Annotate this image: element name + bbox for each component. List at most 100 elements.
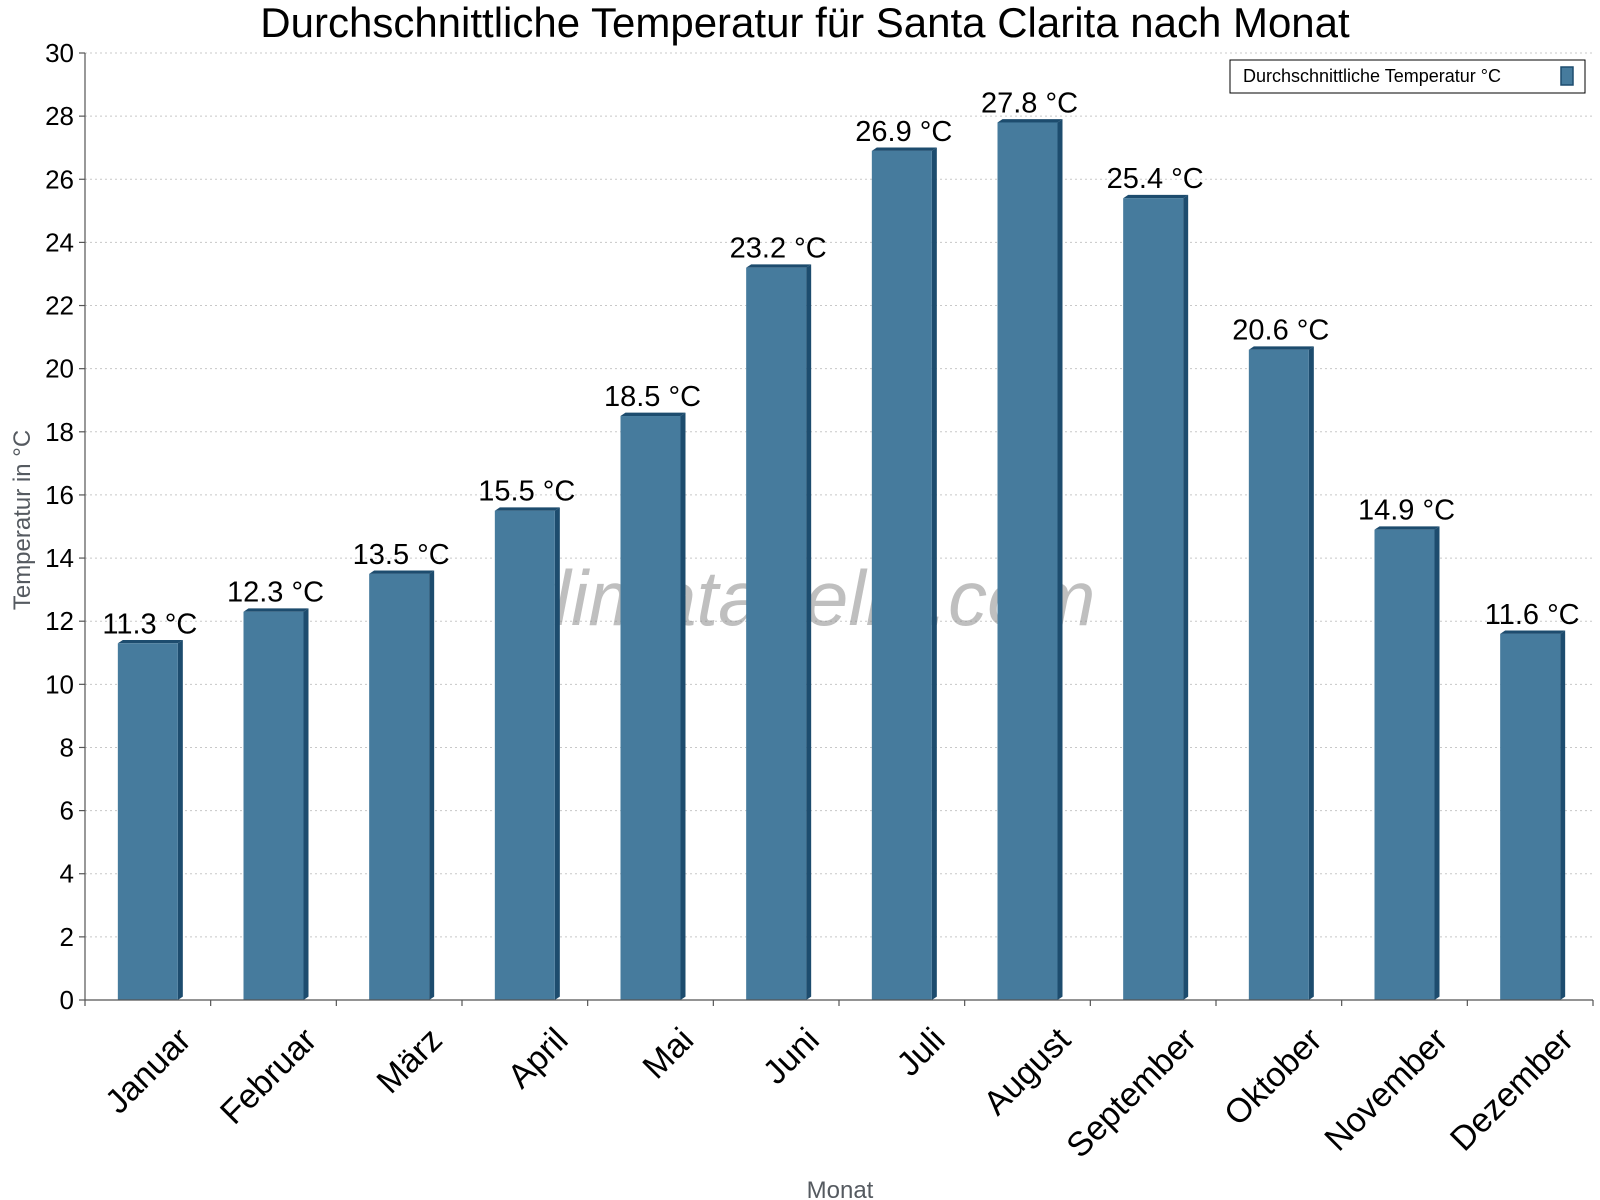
bar-top	[117, 639, 183, 644]
y-tick-label: 10	[45, 669, 74, 699]
y-tick-label: 0	[60, 985, 74, 1015]
y-tick-label: 20	[45, 354, 74, 384]
data-label: 13.5 °C	[353, 539, 450, 571]
x-tick-label: September	[1059, 1021, 1203, 1165]
bar-mrz	[369, 570, 435, 1000]
y-tick-label: 26	[45, 164, 74, 194]
axes	[79, 52, 1594, 1006]
bar-top	[1374, 526, 1440, 530]
bar-mai	[620, 412, 686, 1000]
data-label: 14.9 °C	[1358, 495, 1455, 527]
data-label: 23.2 °C	[730, 233, 827, 265]
bar-side	[1183, 194, 1189, 1000]
bar-face	[369, 573, 430, 1000]
bar-dezember	[1500, 630, 1566, 1000]
bar-top	[243, 608, 309, 612]
bar-top	[997, 119, 1063, 123]
x-tick-label: November	[1317, 1021, 1455, 1159]
bar-side	[806, 264, 812, 1000]
x-tick-label: März	[369, 1021, 449, 1101]
y-tick-label: 16	[45, 480, 74, 510]
bar-august	[997, 119, 1063, 1001]
x-tick-label: Juli	[890, 1021, 953, 1084]
x-tick-label: Januar	[98, 1021, 198, 1121]
x-tick-label: August	[976, 1020, 1078, 1122]
bar-top	[1123, 194, 1189, 199]
y-axis-label: Temperatur in °C	[9, 430, 36, 610]
y-tick-label: 2	[60, 922, 74, 952]
bar-april	[494, 507, 560, 1000]
bars	[117, 119, 1566, 1001]
legend-swatch	[1560, 66, 1574, 86]
x-tick-label: Juni	[756, 1021, 827, 1092]
data-label: 26.9 °C	[855, 116, 952, 148]
bar-side	[554, 507, 560, 1000]
bar-side	[680, 412, 686, 1000]
bar-face	[1123, 198, 1184, 1000]
data-label: 11.3 °C	[102, 608, 197, 640]
chart-title: Durchschnittliche Temperatur für Santa C…	[260, 0, 1350, 46]
bar-face	[746, 267, 807, 1000]
bar-oktober	[1248, 346, 1314, 1001]
bar-februar	[243, 608, 309, 1000]
data-labels: 11.3 °C 12.3 °C 13.5 °C 15.5 °C 18.5 °C 23.2 …	[102, 87, 1579, 640]
data-label: 18.5 °C	[604, 381, 701, 413]
x-tick-label: April	[500, 1021, 575, 1096]
bar-face	[1374, 529, 1435, 1000]
bar-face	[243, 611, 304, 1000]
bar-september	[1123, 194, 1189, 1000]
bar-side	[1434, 526, 1440, 1000]
bar-face	[1248, 349, 1309, 1000]
bar-side	[1057, 119, 1063, 1000]
bar-face	[997, 122, 1058, 1001]
bar-top	[369, 570, 435, 574]
data-label: 20.6 °C	[1232, 315, 1329, 347]
bar-face	[494, 510, 555, 1000]
bar-juni	[746, 264, 812, 1000]
bar-side	[1560, 630, 1566, 1000]
bar-face	[117, 643, 178, 1000]
bar-top	[1500, 630, 1566, 634]
x-tick-label: Mai	[636, 1021, 702, 1087]
y-tick-label: 4	[60, 859, 74, 889]
x-tick-labels: Januar Februar März April Mai Juni Juli AugustS…	[98, 1020, 1581, 1165]
bar-side	[1308, 346, 1314, 1001]
bar-side	[429, 570, 435, 1000]
data-label: 12.3 °C	[227, 577, 324, 609]
legend-label: Durchschnittliche Temperatur °C	[1243, 66, 1501, 86]
x-tick-label: Oktober	[1217, 1021, 1329, 1133]
bar-juli	[871, 147, 937, 1001]
y-tick-label: 24	[45, 227, 74, 257]
bar-januar	[117, 639, 183, 1000]
legend-box	[1229, 59, 1586, 94]
bar-top	[620, 412, 686, 417]
bar-side	[177, 639, 183, 1000]
y-tick-label: 18	[45, 417, 74, 447]
bar-top	[1248, 346, 1314, 350]
y-tick-label: 14	[45, 543, 74, 573]
bar-top	[494, 507, 560, 511]
y-tick-label: 8	[60, 732, 74, 762]
data-label: 25.4 °C	[1107, 163, 1204, 195]
x-axis-label: Monat	[807, 1177, 874, 1200]
data-label: 15.5 °C	[478, 476, 575, 508]
x-tick-label: Februar	[213, 1021, 324, 1132]
x-tick-label: Dezember	[1443, 1021, 1581, 1159]
bar-top	[871, 147, 937, 151]
bar-top	[746, 264, 812, 268]
bar-face	[1500, 633, 1561, 1000]
bar-side	[303, 608, 309, 1000]
bar-face	[871, 150, 932, 1000]
y-tick-label: 22	[45, 291, 74, 321]
grid-lines	[85, 52, 1593, 938]
bar-november	[1374, 526, 1440, 1000]
data-label: 11.6 °C	[1485, 599, 1580, 631]
y-tick-label: 12	[45, 606, 74, 636]
bar-side	[931, 147, 937, 1001]
y-tick-label: 6	[60, 796, 74, 826]
legend: Durchschnittliche Temperatur °C	[1229, 59, 1586, 94]
y-tick-label: 28	[45, 101, 74, 131]
y-tick-label: 30	[45, 38, 74, 68]
